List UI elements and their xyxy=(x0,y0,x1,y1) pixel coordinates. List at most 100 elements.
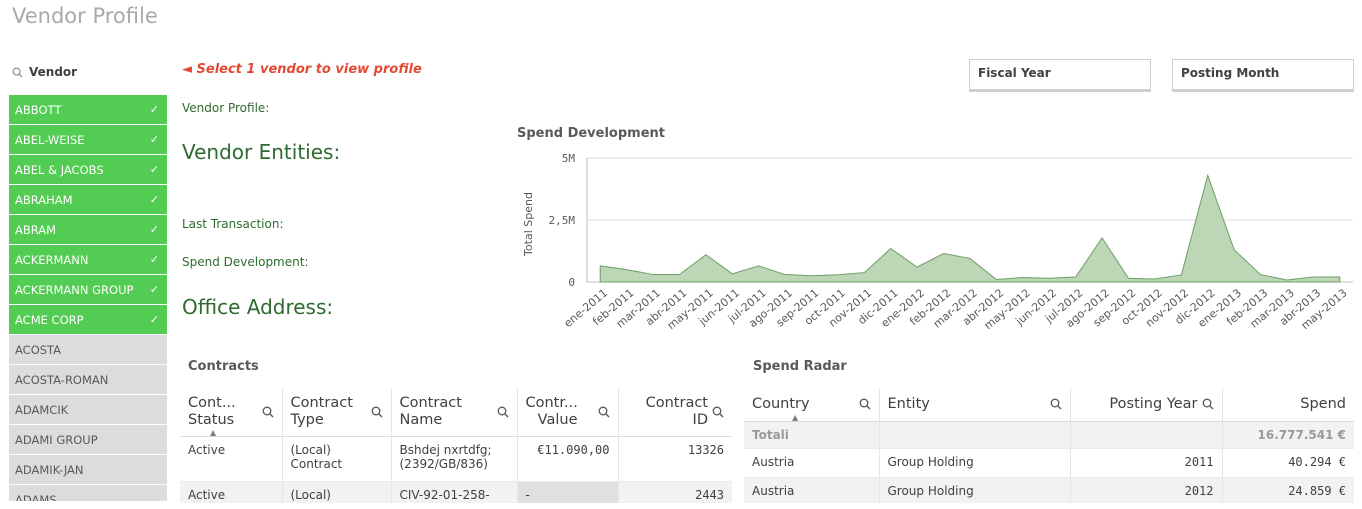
cell[interactable]: Active xyxy=(180,436,283,482)
data-point[interactable] xyxy=(1126,276,1130,280)
cell[interactable]: (Local) Contract xyxy=(282,481,392,503)
data-point[interactable] xyxy=(1153,277,1157,281)
data-point[interactable] xyxy=(730,272,734,276)
col-contract-status[interactable]: Cont... Status ▲ xyxy=(180,388,283,437)
data-point[interactable] xyxy=(1259,273,1263,277)
col-label: Entity xyxy=(887,396,930,413)
data-point[interactable] xyxy=(1311,275,1315,279)
data-point[interactable] xyxy=(1206,173,1210,177)
vendor-item[interactable]: ABRAHAM ✓ xyxy=(9,185,167,214)
vendor-item[interactable]: ABEL & JACOBS ✓ xyxy=(9,155,167,184)
vendor-item[interactable]: ACOSTA xyxy=(9,335,167,364)
search-icon[interactable] xyxy=(859,398,871,410)
data-point[interactable] xyxy=(677,273,681,277)
col-label: Contract Type xyxy=(290,394,353,428)
data-point[interactable] xyxy=(810,274,814,278)
cell[interactable]: 13326 xyxy=(618,436,732,482)
data-point[interactable] xyxy=(1232,248,1236,252)
cell[interactable]: 2011 xyxy=(1070,448,1223,478)
col-contract-id[interactable]: Contract ID xyxy=(618,388,732,437)
col-spend[interactable]: Spend xyxy=(1222,388,1354,422)
vendor-item[interactable]: ACKERMANN ✓ xyxy=(9,245,167,274)
data-point[interactable] xyxy=(598,264,602,268)
search-icon[interactable] xyxy=(497,406,509,418)
data-point[interactable] xyxy=(704,253,708,257)
vendor-item[interactable]: ADAMCIK xyxy=(9,395,167,424)
checkmark-icon: ✓ xyxy=(149,193,159,206)
vendor-item-label: ACOSTA xyxy=(15,342,62,357)
vendor-filter-header[interactable]: Vendor xyxy=(12,62,167,82)
cell[interactable]: CIV-92-01-258- xyxy=(391,481,518,503)
vendor-item[interactable]: ADAMS xyxy=(9,485,167,501)
vendor-item[interactable]: ACME CORP ✓ xyxy=(9,305,167,334)
data-point[interactable] xyxy=(994,278,998,282)
vendor-item[interactable]: ADAMI GROUP xyxy=(9,425,167,454)
data-point[interactable] xyxy=(1100,236,1104,240)
totals-row: Totali 16.777.541 € xyxy=(744,421,1354,449)
data-point[interactable] xyxy=(651,273,655,277)
area-series[interactable] xyxy=(599,173,1341,283)
vendor-item[interactable]: ABBOTT ✓ xyxy=(9,95,167,124)
sort-ascending-icon: ▲ xyxy=(792,412,799,422)
search-icon[interactable] xyxy=(1050,398,1062,410)
cell[interactable]: 40.294 € xyxy=(1222,448,1354,478)
vendor-item-label: ACKERMANN xyxy=(15,252,89,267)
cell[interactable]: - xyxy=(517,481,619,503)
data-point[interactable] xyxy=(942,251,946,255)
data-point[interactable] xyxy=(968,256,972,260)
data-point[interactable] xyxy=(757,264,761,268)
data-point[interactable] xyxy=(915,265,919,269)
data-point[interactable] xyxy=(1021,276,1025,280)
data-point[interactable] xyxy=(889,247,893,251)
data-point[interactable] xyxy=(625,268,629,272)
vendor-item[interactable]: ACKERMANN GROUP ✓ xyxy=(9,275,167,304)
cell[interactable]: Group Holding xyxy=(879,448,1071,478)
cell[interactable]: 24.859 € xyxy=(1222,477,1354,503)
cell[interactable]: €11.090,00 xyxy=(517,436,619,482)
col-posting-year[interactable]: Posting Year xyxy=(1070,388,1223,422)
table-row[interactable]: Austria Group Holding 2011 40.294 € xyxy=(744,448,1354,478)
cell[interactable]: Group Holding xyxy=(879,477,1071,503)
data-point[interactable] xyxy=(1338,275,1342,279)
search-icon[interactable] xyxy=(712,406,724,418)
data-point[interactable] xyxy=(783,273,787,277)
data-point[interactable] xyxy=(1047,276,1051,280)
data-point[interactable] xyxy=(1285,278,1289,282)
posting-month-filter[interactable]: Posting Month xyxy=(1172,59,1354,92)
data-point[interactable] xyxy=(862,271,866,275)
vendor-item[interactable]: ACOSTA-ROMAN xyxy=(9,365,167,394)
col-entity[interactable]: Entity xyxy=(879,388,1071,422)
cell[interactable]: (Local) Contract xyxy=(282,436,392,482)
cell[interactable]: Active xyxy=(180,481,283,503)
col-label: Posting Year xyxy=(1109,396,1198,413)
table-row[interactable]: Active (Local) Contract Bshdej nxrtdfg; … xyxy=(180,436,732,482)
search-icon[interactable] xyxy=(371,406,383,418)
y-tick-label: 2,5M xyxy=(549,214,576,227)
search-icon[interactable] xyxy=(1202,398,1214,410)
cell[interactable]: Austria xyxy=(744,477,880,503)
vendor-item[interactable]: ABEL-WEISE ✓ xyxy=(9,125,167,154)
col-contract-name[interactable]: Contract Name xyxy=(391,388,518,437)
data-point[interactable] xyxy=(836,273,840,277)
data-point[interactable] xyxy=(1179,273,1183,277)
vendor-item[interactable]: ABRAM ✓ xyxy=(9,215,167,244)
contracts-table[interactable]: Cont... Status ▲ Contract Type Contract … xyxy=(180,388,732,503)
search-icon[interactable] xyxy=(598,406,610,418)
cell[interactable]: 2012 xyxy=(1070,477,1223,503)
vendor-item[interactable]: ADAMIK-JAN xyxy=(9,455,167,484)
table-row[interactable]: Austria Group Holding 2012 24.859 € xyxy=(744,477,1354,503)
search-icon[interactable] xyxy=(262,406,274,418)
col-label: Contract Name xyxy=(399,394,462,428)
fiscal-year-filter[interactable]: Fiscal Year xyxy=(969,59,1151,92)
cell[interactable]: 2443 xyxy=(618,481,732,503)
data-point[interactable] xyxy=(1074,275,1078,279)
spend-radar-table[interactable]: Country ▲ Entity Posting Year Spend xyxy=(744,388,1354,503)
col-contract-type[interactable]: Contract Type xyxy=(282,388,392,437)
col-contract-value[interactable]: Contr... Value xyxy=(517,388,619,437)
vendor-list[interactable]: ABBOTT ✓ ABEL-WEISE ✓ ABEL & JACOBS ✓ ABRAHAM ✓… xyxy=(9,95,167,501)
cell[interactable]: Bshdej nxrtdfg; (2392/GB/836) xyxy=(391,436,518,482)
table-row[interactable]: Active (Local) Contract CIV-92-01-258- -… xyxy=(180,481,732,503)
col-country[interactable]: Country ▲ xyxy=(744,388,880,422)
cell[interactable]: Austria xyxy=(744,448,880,478)
